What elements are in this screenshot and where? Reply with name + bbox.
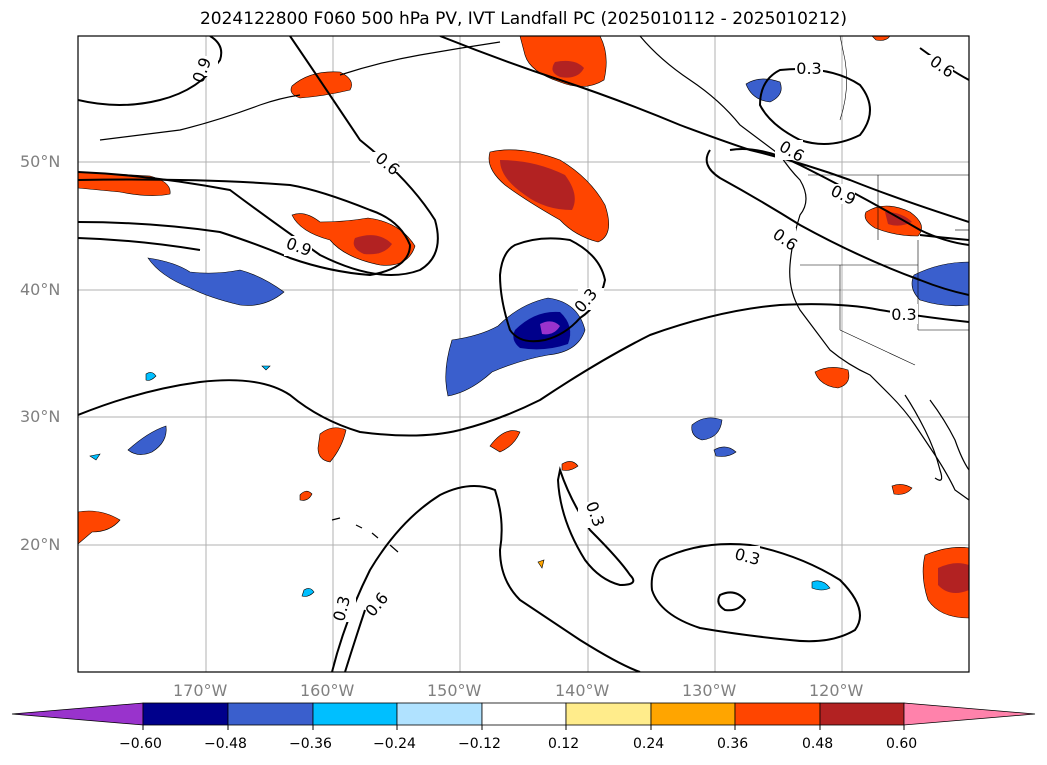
contour-label: 0.3 [891, 305, 916, 324]
colorbar-bin [312, 702, 398, 726]
colorbar-tick-label: −0.48 [204, 736, 247, 752]
baja-peninsula [904, 394, 943, 481]
colorbar-tick-label: −0.36 [289, 736, 332, 752]
negative-anomaly-blobs [89, 78, 969, 597]
colorbar [11, 702, 1036, 730]
contour-0.9-northwest [78, 36, 223, 106]
colorbar-tick-label: 0.12 [548, 736, 580, 752]
colorbar-tick-label: 0.60 [886, 736, 918, 752]
blob-neg-164w-33n [261, 365, 271, 371]
colorbar-extend-min [11, 702, 144, 726]
colorbar-bin [650, 702, 736, 726]
political-borders [800, 36, 969, 366]
contour-0.9-southwest [78, 237, 201, 251]
blob-pos-161w-24n [299, 490, 313, 501]
lon-label: 120°W [809, 681, 864, 700]
contour-0.3-northeast-loop [758, 68, 871, 145]
contour-0.3-southwest [78, 379, 461, 437]
blob-pos-west-22n [78, 510, 121, 545]
blob-neg-130w-29n [691, 417, 723, 441]
blob-neg-127w-17n [811, 580, 831, 591]
coastlines [99, 36, 969, 553]
contour-0.6-northwest [78, 36, 439, 276]
positive-anomaly-blobs [78, 36, 969, 619]
colorbar-tick-label: −0.60 [119, 736, 162, 752]
colorbar-tick-label: −0.24 [373, 736, 416, 752]
blob-neg-125w-55n [745, 78, 782, 103]
colorbar-bin [734, 702, 821, 726]
blob-pos-121w-33n [814, 367, 850, 389]
blob-pos-146w-28n [489, 430, 521, 453]
blob-pos-160w-29n [317, 427, 347, 463]
contour-small-loop [717, 591, 747, 612]
alaska-coast [339, 41, 501, 76]
contour-0.6-south [331, 485, 641, 672]
lat-label: 30°N [20, 407, 61, 426]
hawaii-islands [331, 517, 399, 553]
blob-neg-east-40n [911, 261, 969, 307]
blob-neg-161w-17n [301, 588, 315, 597]
contour-0.3-southeast-loop [650, 543, 861, 643]
lat-label: 40°N [20, 280, 61, 299]
colorbar-tick-label: 0.24 [633, 736, 665, 752]
lon-label: 130°W [682, 681, 737, 700]
blob-pos-158w-44n [291, 213, 416, 266]
blob-neg-west-27n [89, 453, 101, 461]
blob-pos-158w-44n-core [353, 235, 392, 255]
colorbar-bin [396, 702, 483, 726]
colorbar-tick-label: 0.48 [802, 736, 834, 752]
colorbar-tick-label: 0.36 [717, 736, 749, 752]
colorbar-bin [565, 702, 652, 726]
blob-pos-139w-18n [537, 559, 545, 569]
map-title: 2024122800 F060 500 hPa PV, IVT Landfall… [199, 9, 847, 29]
lon-label: 160°W [300, 681, 355, 700]
lon-label: 140°W [555, 681, 610, 700]
lon-label: 150°W [427, 681, 482, 700]
colorbar-ticks [142, 725, 905, 730]
contour-0.3-east [459, 303, 969, 431]
lon-label: 170°W [173, 681, 228, 700]
colorbar-bin [819, 702, 905, 726]
blob-neg-170w-31n [145, 372, 157, 381]
contour-0.9-west [78, 178, 412, 277]
map-frame [77, 35, 970, 673]
contour-0.6-east [705, 149, 969, 296]
colorbar-bin [227, 702, 314, 726]
blob-neg-145w-36n-core [540, 321, 560, 335]
north-american-coast [639, 36, 969, 501]
contour-0.6-northeast [439, 36, 969, 223]
blob-pos-east-18n-core [938, 563, 969, 594]
contour-0.3-east-edge [919, 234, 969, 241]
colorbar-tick-label: −0.12 [458, 736, 501, 752]
lat-label: 20°N [20, 535, 61, 554]
colorbar-bin [481, 702, 567, 726]
contour-0.3-central-loop [498, 237, 607, 343]
contour-0.3-far-south [344, 609, 366, 672]
blob-neg-129w-26n [713, 446, 737, 457]
blob-pos-142w-26n [561, 461, 579, 471]
contour-label: 0.3 [796, 59, 821, 78]
gulf-coast-mexico [929, 399, 969, 471]
blob-pos-north-pacific-top-core [552, 60, 584, 78]
blob-pos-115w-24n [891, 484, 913, 495]
colorbar-extend-max [903, 702, 1036, 726]
blob-neg-166w-41n [147, 257, 285, 306]
colorbar-bin [142, 702, 229, 726]
blob-neg-168w-28n [127, 425, 167, 455]
blob-pos-145w-47n-core [500, 160, 575, 210]
lat-label: 50°N [20, 152, 61, 171]
aleutian-islands [99, 94, 301, 141]
contour-labels: 0.9 0.6 0.9 0.6 0.3 0.6 0.9 0.6 0.3 0.3 … [189, 51, 958, 623]
